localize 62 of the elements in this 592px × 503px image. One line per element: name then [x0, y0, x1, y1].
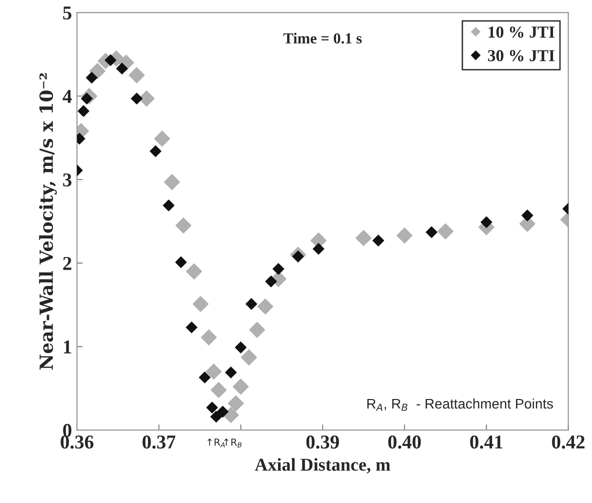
y-tick-label: 5: [63, 6, 72, 20]
point: [186, 322, 198, 334]
x-tick-label: 0.42: [552, 435, 584, 449]
point: [232, 378, 249, 395]
point: [225, 366, 237, 378]
y-tick-label: 4: [62, 90, 72, 103]
annotation: Time = 0.1 s: [283, 32, 362, 44]
point: [480, 216, 492, 228]
point: [210, 410, 222, 423]
point: [396, 227, 413, 244]
point: [249, 322, 266, 338]
x-tick-label: 0.37: [142, 435, 176, 449]
point: [234, 342, 247, 354]
point: [164, 174, 180, 190]
point: [162, 200, 174, 212]
point: [138, 90, 155, 107]
point: [128, 67, 145, 84]
point: [265, 276, 277, 288]
point: [192, 296, 209, 312]
legend-label: 10 % JTI: [488, 26, 554, 38]
point: [240, 349, 257, 366]
point: [86, 72, 98, 84]
point: [130, 92, 143, 104]
text: ↑R$_{B}$: [224, 438, 242, 448]
point: [154, 130, 170, 147]
point: [372, 234, 384, 246]
point: [198, 372, 211, 384]
point: [426, 226, 438, 238]
x-tick-label: 0.36: [60, 435, 94, 449]
y-tick-label: 0: [63, 424, 72, 438]
point: [272, 263, 284, 275]
y-axis-title: Near-Wall Velocity, m/s x 10⁻²: [39, 73, 57, 370]
point: [222, 407, 239, 424]
legend-label: 30 % JTI: [488, 50, 554, 62]
y-tick-label: 2: [63, 256, 72, 270]
point: [246, 298, 258, 310]
text: ↑R$_{A}$: [208, 438, 225, 448]
point: [206, 364, 222, 380]
point: [89, 62, 106, 80]
point: [210, 382, 227, 398]
point: [78, 105, 90, 117]
point: [228, 395, 244, 412]
point: [150, 145, 162, 157]
x-tick-label: 0.41: [470, 435, 502, 449]
point: [206, 402, 218, 414]
point: [522, 210, 534, 222]
x-axis-title: Axial Distance, m: [254, 458, 390, 474]
x-tick-label: 0.40: [388, 435, 421, 449]
point: [312, 243, 324, 255]
point: [257, 298, 274, 315]
point: [175, 217, 192, 234]
point: [200, 329, 217, 346]
y-tick-label: 3: [63, 173, 72, 187]
point: [104, 54, 116, 66]
annotation: R$_{A}$, R$_{B}$ - Reattachment Points: [367, 398, 553, 411]
point: [186, 263, 202, 280]
point: [216, 406, 229, 418]
y-tick-label: 1: [64, 340, 72, 354]
point: [356, 230, 372, 246]
x-tick-label: 0.39: [306, 435, 339, 449]
point: [437, 223, 454, 240]
point: [175, 256, 187, 268]
